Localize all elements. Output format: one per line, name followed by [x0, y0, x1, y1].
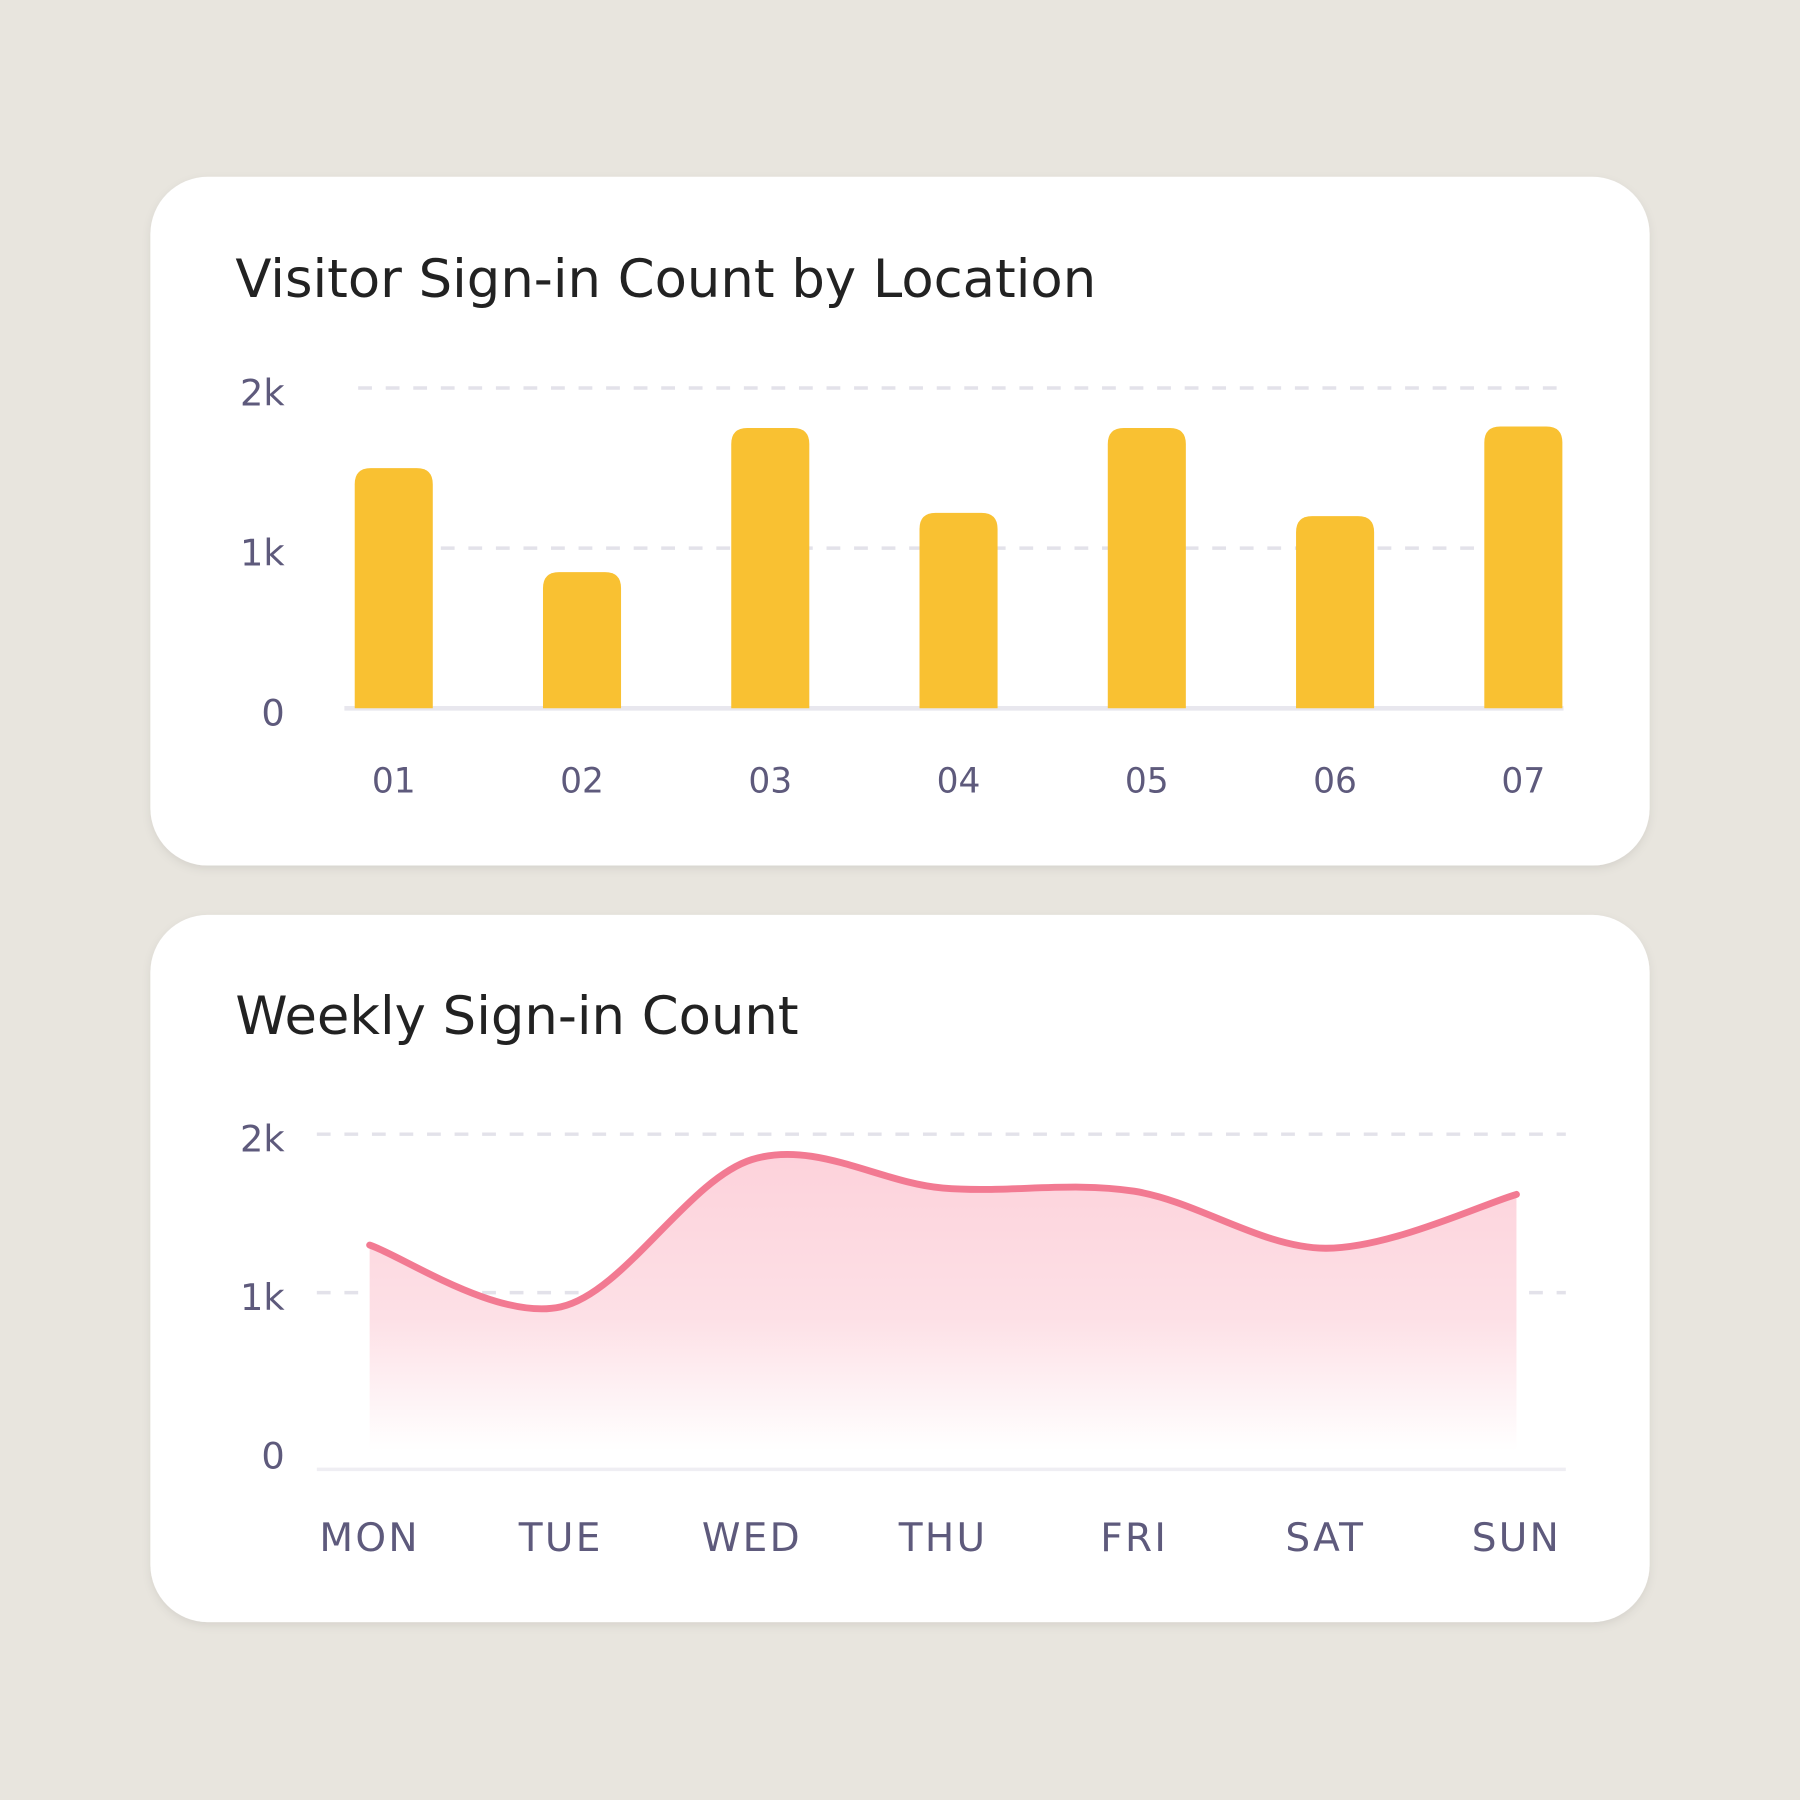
y-tick-label: 1k: [240, 1276, 285, 1319]
x-tick-label: 05: [1125, 761, 1169, 801]
y-tick-label: 0: [261, 1434, 284, 1477]
chart-title: Weekly Sign-in Count: [235, 986, 798, 1047]
x-tick-label: WED: [702, 1516, 802, 1561]
chart-title: Visitor Sign-in Count by Location: [235, 249, 1096, 310]
x-tick-label: 03: [748, 761, 792, 801]
card: [150, 176, 1650, 866]
y-tick-label: 2k: [240, 371, 285, 414]
x-tick-label: THU: [898, 1516, 988, 1561]
x-tick-label: 07: [1501, 761, 1545, 801]
bar: [542, 572, 622, 709]
y-tick-label: 0: [261, 692, 284, 735]
x-tick-label: 02: [560, 761, 604, 801]
bar: [731, 428, 810, 709]
line: [366, 1150, 1520, 1313]
area: [369, 1154, 1517, 1452]
bar: [1107, 428, 1186, 709]
bar: [354, 468, 433, 709]
y-tick-label: 1k: [240, 532, 285, 575]
x-tick-label: FRI: [1100, 1516, 1168, 1561]
x-tick-label: SAT: [1285, 1516, 1365, 1561]
y-tick-label: 2k: [240, 1118, 285, 1161]
x-tick-label: MON: [319, 1516, 419, 1561]
bar: [1484, 426, 1563, 709]
x-tick-label: SUN: [1472, 1516, 1561, 1561]
bar: [1296, 516, 1375, 709]
x-tick-label: 06: [1313, 761, 1357, 801]
bar: [919, 512, 998, 709]
x-tick-label: 01: [372, 761, 416, 801]
x-tick-label: TUE: [518, 1516, 603, 1561]
x-tick-label: 04: [937, 761, 981, 801]
